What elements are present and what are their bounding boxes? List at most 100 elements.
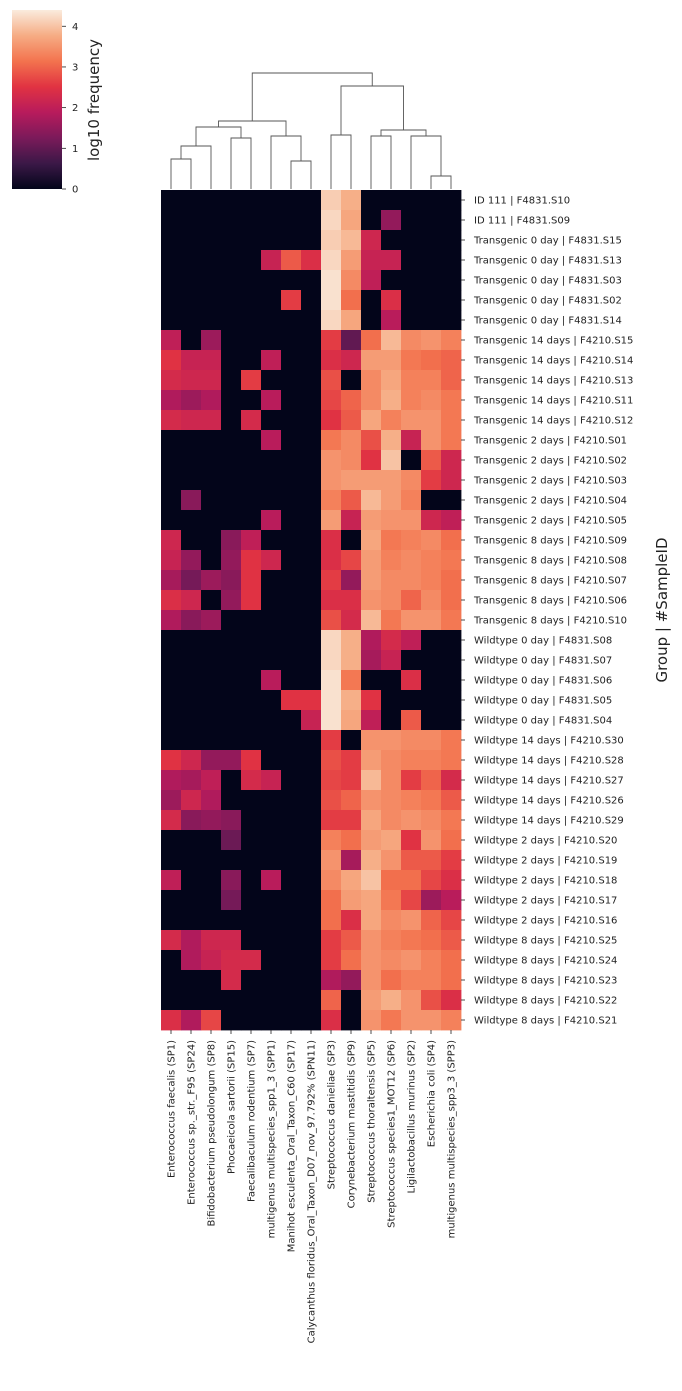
heatmap-cell [221,970,242,991]
heatmap-cell [381,990,402,1011]
heatmap-cell [381,750,402,771]
heatmap-cell [301,970,322,991]
heatmap-cell [381,510,402,531]
heatmap-cell [421,910,442,931]
heatmap-cell [421,350,442,371]
heatmap-cell [341,750,362,771]
heatmap-cell [321,590,342,611]
heatmap-cell [421,250,442,271]
heatmap-cell [381,270,402,291]
heatmap-cell [401,190,422,211]
heatmap-cell [361,930,382,951]
row-label: Wildtype 2 days | F4210.S16 [474,916,617,927]
heatmap-cell [401,930,422,951]
row-label: Transgenic 0 day | F4831.S13 [473,256,622,267]
heatmap-cell [201,910,222,931]
heatmap-cell [341,370,362,391]
heatmap-cell [281,450,302,471]
heatmap-cell [321,670,342,691]
heatmap-cell [441,230,462,251]
column-label: Enterococcus faecalis (SP1) [167,1040,178,1178]
heatmap-cell [201,1010,222,1031]
heatmap-cell [341,410,362,431]
heatmap-cell [341,390,362,411]
heatmap-cell [421,390,442,411]
heatmap-cell [361,990,382,1011]
heatmap-cell [421,190,442,211]
heatmap-cell [221,890,242,911]
heatmap-cell [181,570,202,591]
heatmap-cell [281,290,302,311]
heatmap-cell [341,290,362,311]
heatmap-cell [241,670,262,691]
heatmap-cell [361,250,382,271]
heatmap-cell [321,270,342,291]
dendrogram-branch [380,129,427,136]
row-label: Transgenic 14 days | F4210.S12 [473,416,633,427]
column-labels: Enterococcus faecalis (SP1) Enterococcus … [167,1030,458,1343]
heatmap-cell [341,630,362,651]
heatmap-cell [241,970,262,991]
heatmap-cell [201,790,222,811]
heatmap-cell [381,790,402,811]
heatmap-cell [161,770,182,791]
heatmap-cell [181,650,202,671]
heatmap-cell [241,930,262,951]
heatmap-cell [181,590,202,611]
heatmap-cell [261,970,282,991]
heatmap-cell [281,530,302,551]
heatmap-cell [341,590,362,611]
row-label: Wildtype 0 day | F4831.S07 [474,656,612,667]
heatmap-cell [161,250,182,271]
heatmap-cell [401,310,422,331]
colorbar-gradient [12,10,62,189]
row-label: Wildtype 14 days | F4210.S26 [474,796,624,807]
heatmap-cell [221,210,242,231]
heatmap-cell [201,950,222,971]
y-axis-title: Group | #SampleID [653,537,671,682]
heatmap-cell [401,910,422,931]
row-label: Wildtype 0 day | F4831.S04 [474,716,612,727]
heatmap-cell [181,330,202,351]
heatmap-cell [161,610,182,631]
heatmap-cell [161,230,182,251]
heatmap-cell [361,710,382,731]
heatmap-cell [201,690,222,711]
heatmap-cell [221,630,242,651]
heatmap-cell [221,770,242,791]
heatmap-cell [261,390,282,411]
dendrogram-branch [195,126,242,146]
heatmap-cell [241,390,262,411]
heatmap-cell [401,430,422,451]
heatmap-cell [401,730,422,751]
heatmap-cell [241,270,262,291]
heatmap-cell [301,630,322,651]
heatmap-cell [281,1010,302,1031]
heatmap-cell [401,890,422,911]
heatmap-cell [401,350,422,371]
heatmap-cell [281,930,302,951]
heatmap-cell [161,270,182,291]
heatmap-cell [341,690,362,711]
heatmap-cell [261,210,282,231]
heatmap-cell [241,470,262,491]
heatmap-cell [281,510,302,531]
heatmap-cell [301,750,322,771]
heatmap-cell [181,290,202,311]
heatmap-cell [221,290,242,311]
heatmap-cell [241,450,262,471]
heatmap-cell [281,650,302,671]
dendrogram-branch [230,137,252,189]
heatmap-cell [181,430,202,451]
heatmap-cell [361,870,382,891]
heatmap-cell [281,390,302,411]
row-label: Wildtype 8 days | F4210.S25 [474,936,617,947]
column-label: multigenus multispecies_spp1_3 (SPP1) [267,1040,278,1239]
heatmap-cell [341,610,362,631]
heatmap-cell [241,1010,262,1031]
heatmap-cell [241,990,262,1011]
heatmap-cell [361,550,382,571]
heatmap-cell [241,350,262,371]
heatmap-cell [281,830,302,851]
heatmap-cell [361,690,382,711]
